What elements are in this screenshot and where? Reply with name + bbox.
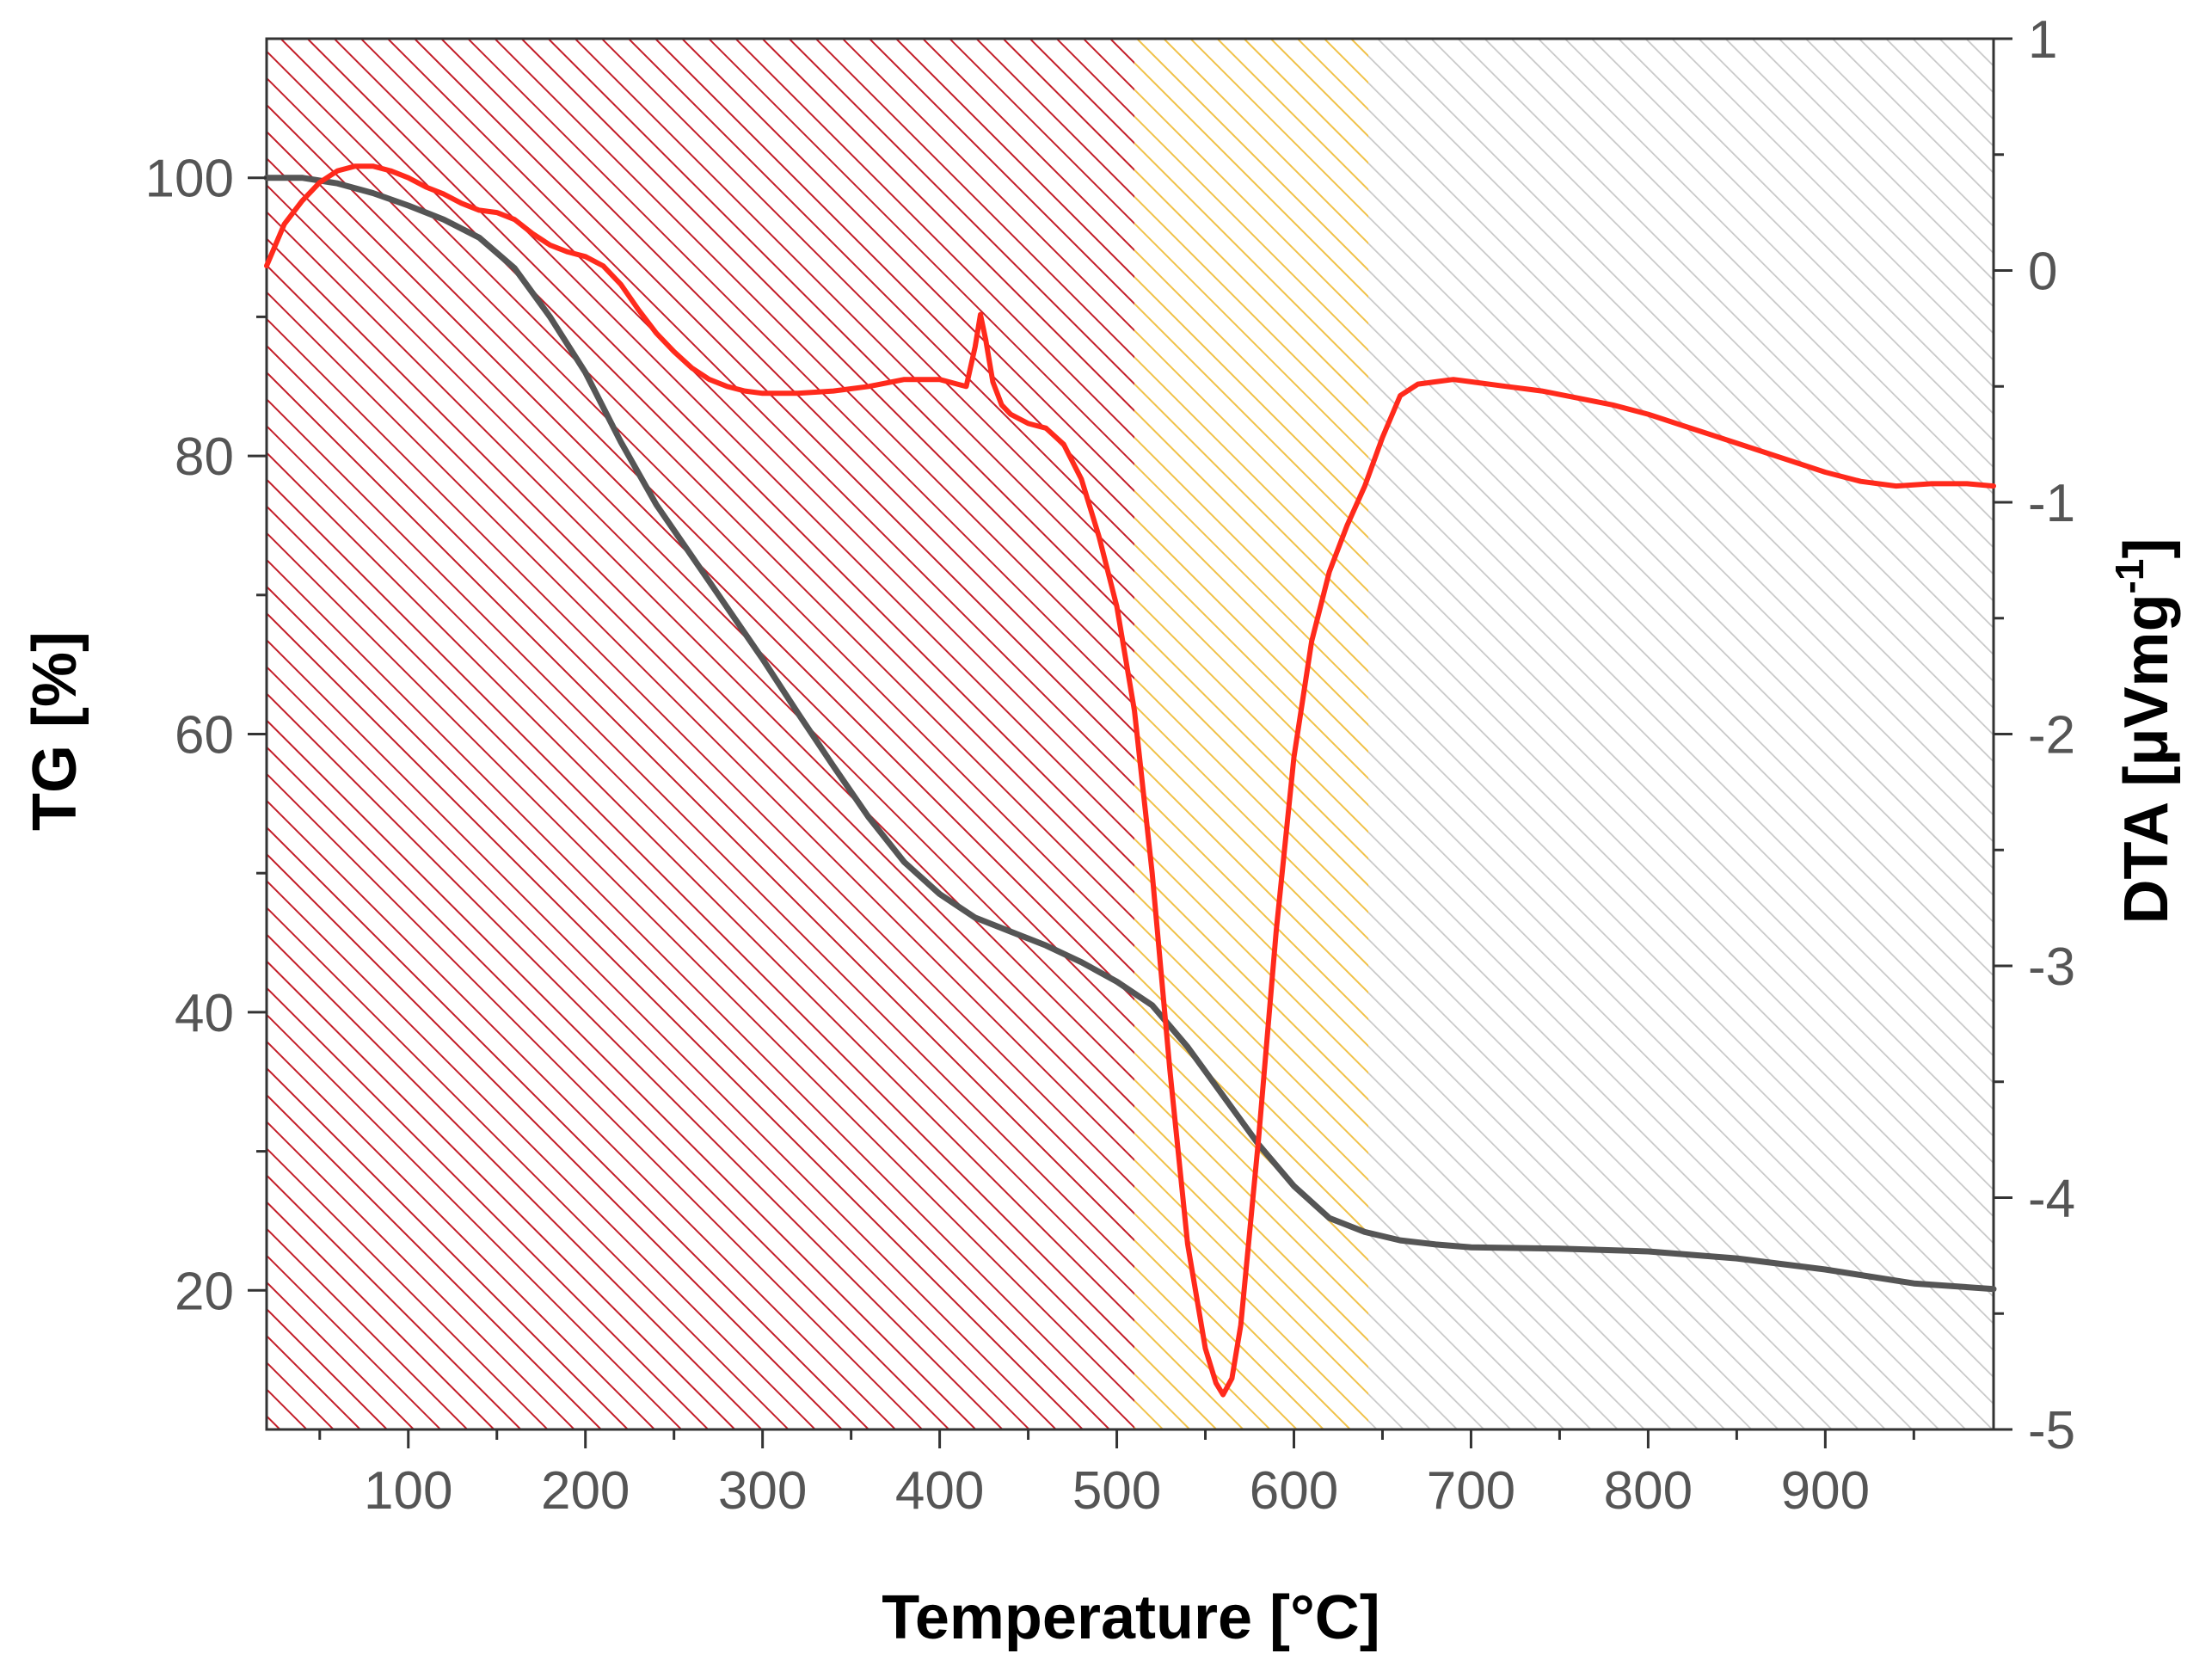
y-right-tick-label: -3 (2028, 937, 2075, 997)
y-left-tick-label: 20 (175, 1262, 234, 1321)
y-axis-right-title-close: ] (2112, 538, 2181, 559)
x-tick-label: 600 (1250, 1461, 1338, 1521)
y-right-tick-label: -5 (2028, 1401, 2075, 1460)
y-left-tick-label: 100 (145, 150, 234, 209)
y-left-tick-label: 40 (175, 984, 234, 1043)
y-axis-left-title: TG [%] (21, 631, 89, 831)
x-tick-label: 300 (718, 1461, 807, 1521)
y-axis-right-title: DTA [μVmg-1] (2107, 538, 2181, 925)
data-series (263, 163, 1997, 1398)
y-right-tick-label: 1 (2028, 10, 2057, 70)
x-tick-label: 400 (895, 1461, 984, 1521)
y-left-tick-label: 80 (175, 427, 234, 487)
x-tick-label: 700 (1427, 1461, 1515, 1521)
y-axis-right-title-main: DTA [μVmg (2112, 593, 2181, 924)
x-tick-label: 100 (364, 1461, 452, 1521)
y-right-tick-label: 0 (2028, 243, 2057, 302)
series-tg-line (263, 175, 1997, 1293)
x-tick-label: 200 (541, 1461, 630, 1521)
y-axis-right-title-sup: -1 (2107, 559, 2152, 594)
x-axis-title: Temperature [°C] (882, 1583, 1380, 1652)
y-left-tick-label: 60 (175, 706, 234, 765)
x-tick-label: 500 (1072, 1461, 1161, 1521)
y-right-tick-label: -2 (2028, 706, 2075, 765)
y-right-tick-label: -4 (2028, 1170, 2075, 1229)
series-dta-line (264, 163, 1996, 1398)
shaded-regions (267, 39, 1994, 1429)
x-tick-label: 900 (1781, 1461, 1870, 1521)
region-3 (1368, 39, 1994, 1429)
y-right-tick-label: -1 (2028, 474, 2075, 533)
axis-ticks: 100 200 300 400 500 600 700 800 900 20 40 60 80 100 -5… (145, 10, 2076, 1521)
x-tick-label: 800 (1604, 1461, 1693, 1521)
region-1 (267, 39, 1135, 1429)
